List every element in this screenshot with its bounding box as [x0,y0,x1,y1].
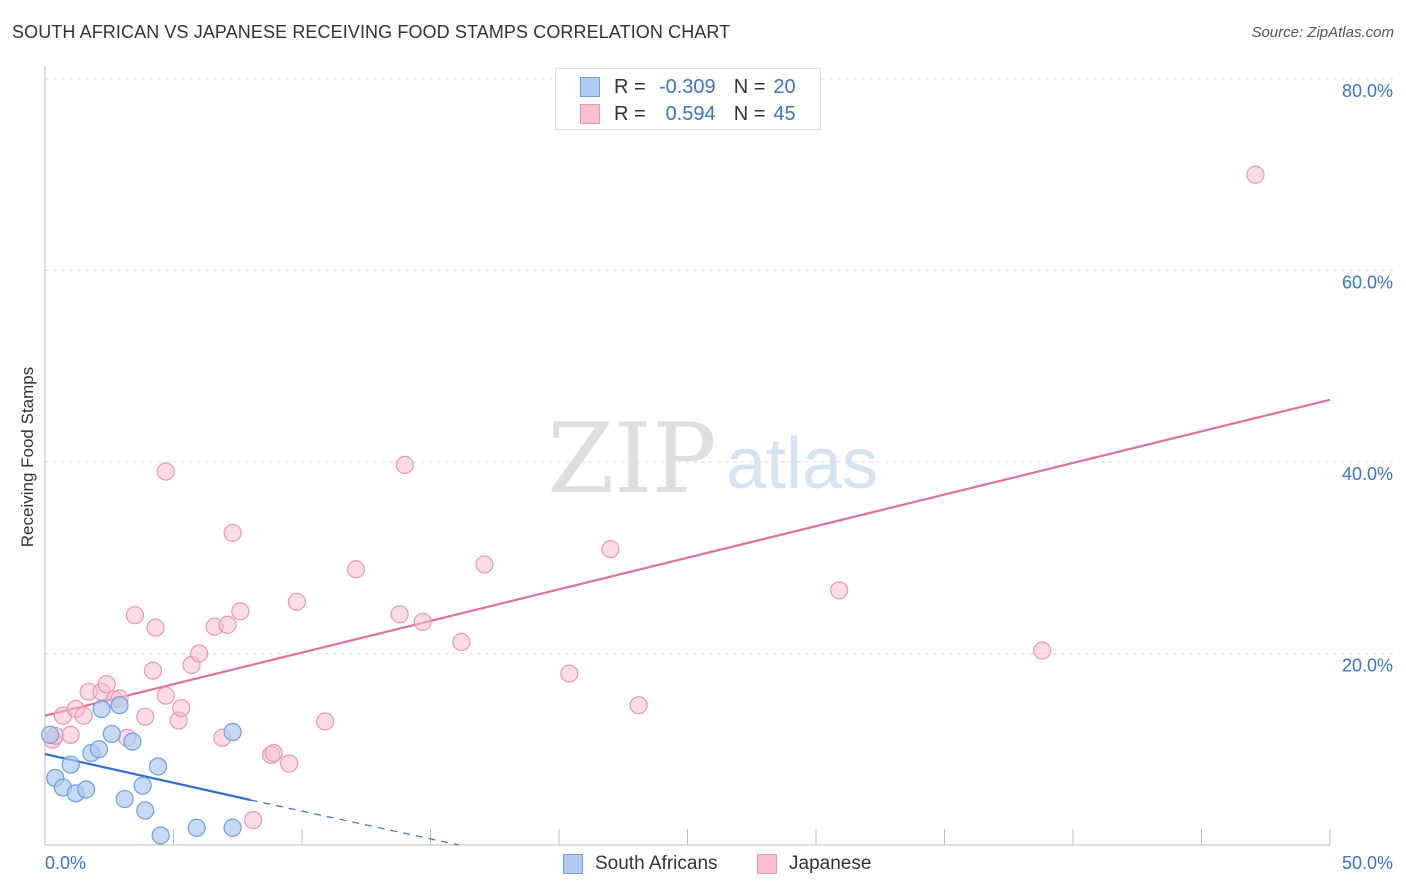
japanese-point [280,754,299,773]
correlation-legend: R = -0.309 N = 20 R = 0.594 N = 45 [555,68,821,130]
japanese-point [1033,641,1052,660]
south-africans-point [61,755,80,774]
series-legend-south-africans: South Africans [563,850,718,878]
japanese-point [316,712,335,731]
x-tick-label: 0.0% [45,853,86,873]
legend-n-value: 45 [773,102,796,125]
japanese-trend-line [44,398,1331,717]
south-africans-point [115,789,134,809]
legend-n-label: N = [733,75,766,98]
y-tick-label: 60.0% [1342,273,1393,293]
y-tick-label: 80.0% [1342,81,1393,101]
y-axis-label: Receiving Food Stamps [18,366,37,548]
data-points [41,165,1265,845]
south-africans-point [41,725,60,744]
japanese-point [346,560,366,579]
legend-swatch-pink [580,104,600,124]
japanese-point [231,602,250,621]
japanese-point [452,632,471,652]
japanese-point [218,615,237,634]
watermark-atlas: atlas [726,424,878,504]
south-africans-point [223,818,242,837]
watermark: ZIP atlas [547,403,878,515]
south-africans-point [223,722,242,742]
japanese-point [190,644,209,663]
south-africans-point [102,724,121,744]
source-label: Source: ZipAtlas.com [1251,24,1394,41]
japanese-point [395,455,414,474]
south-africans-point [136,801,155,820]
japanese-point [97,675,116,694]
japanese-point [125,606,145,625]
japanese-point [74,706,93,725]
japanese-point [390,605,409,624]
legend-r-value: -0.309 [658,75,716,98]
legend-r-label: R = [614,102,646,125]
south-africans-point [187,818,206,837]
japanese-point [143,661,163,680]
japanese-point [601,540,620,559]
tick-labels: 20.0% 40.0% 60.0% 80.0% 0.0% 50.0% [45,81,1393,873]
japanese-point [156,686,175,705]
legend-n-value: 20 [773,75,796,98]
japanese-point [156,462,175,481]
japanese-point [172,698,191,718]
legend-row-south-africans: R = -0.309 N = 20 [580,74,796,100]
series-label-japanese: Japanese [789,853,872,874]
legend-r-value: 0.594 [665,102,716,125]
south-africans-point [133,776,152,795]
japanese-point [136,707,155,726]
japanese-point [1246,165,1265,184]
south-africans-point [92,699,111,719]
legend-n-label: N = [733,102,766,125]
south-africans-point [151,826,170,845]
japanese-point [244,811,263,830]
series-swatch-pink [757,854,777,874]
legend-row-japanese: R = 0.594 N = 45 [580,101,796,127]
south-africans-point [77,780,96,799]
watermark-zip: ZIP [547,403,716,515]
japanese-point [287,592,306,611]
japanese-point [223,523,242,542]
japanese-point [146,618,165,637]
series-legend-japanese: Japanese [757,850,871,878]
japanese-point [560,664,579,683]
series-label-south-africans: South Africans [595,853,718,874]
south-africans-point [110,696,129,715]
south-africans-point [123,732,142,751]
grid-lines [45,78,1393,654]
legend-r-label: R = [614,75,646,98]
japanese-point [413,612,432,632]
south-africans-point [148,757,168,776]
y-tick-label: 40.0% [1342,464,1393,484]
legend-swatch-blue [580,77,600,97]
south-africans-trend-extension [250,799,459,846]
japanese-point [475,555,494,574]
chart-title: SOUTH AFRICAN VS JAPANESE RECEIVING FOOD… [12,22,731,42]
japanese-point [264,743,283,763]
japanese-point [61,725,80,744]
x-tick-label: 50.0% [1342,853,1393,873]
south-africans-point [89,740,109,759]
series-swatch-blue [563,854,583,874]
japanese-point [629,696,648,715]
y-tick-label: 20.0% [1342,656,1393,676]
japanese-point [830,581,849,600]
